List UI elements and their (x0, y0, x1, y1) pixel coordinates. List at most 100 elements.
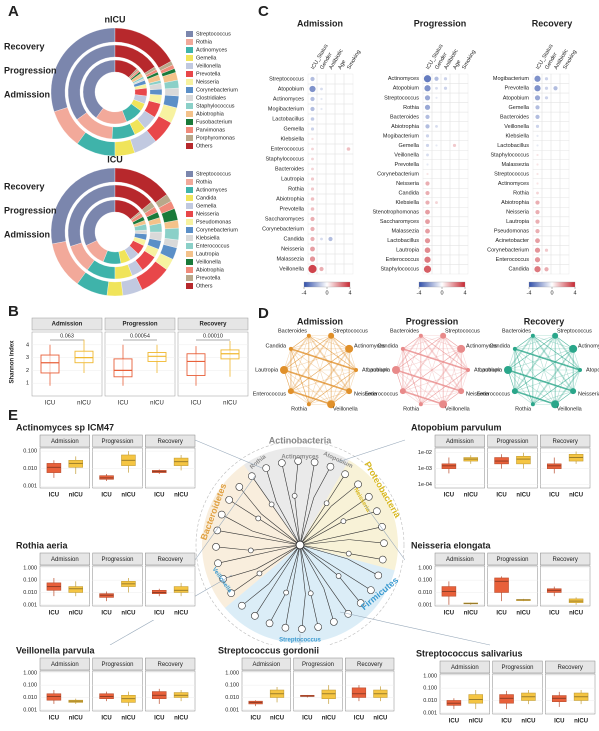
network-node (280, 366, 288, 374)
tree-branch (349, 539, 385, 544)
corr-dot (320, 198, 323, 200)
network-edge (308, 348, 350, 405)
x-tick-label: ICU (154, 493, 164, 499)
row-label: Klebsiella (505, 133, 529, 139)
donut-segment (114, 184, 152, 210)
network-edge (442, 348, 462, 405)
corr-dot (347, 218, 350, 220)
network-node (328, 332, 335, 339)
row-label: Actinomyces (273, 96, 304, 102)
network-node (346, 388, 353, 395)
corr-dot (338, 98, 341, 100)
facet-title: Progression (496, 439, 528, 445)
corr-dot (554, 173, 557, 175)
plot-frame (31, 331, 103, 397)
box (351, 687, 367, 698)
corr-dot (347, 198, 350, 200)
tree-node (335, 573, 342, 579)
network-node (440, 332, 447, 339)
corr-dot (310, 246, 315, 252)
legend-label: Actinomyces (196, 47, 227, 53)
corr-dot (563, 249, 566, 251)
tree-node (378, 555, 387, 564)
corr-dot (536, 182, 539, 185)
facet-strip (31, 317, 103, 331)
corr-dot (563, 240, 566, 242)
corr-dot (329, 98, 332, 100)
phylum-label: Actinobacteria (269, 435, 333, 445)
facet-strip (545, 660, 596, 674)
network-edge (507, 335, 556, 371)
x-tick-label: ICU (496, 493, 506, 499)
corr-dot (544, 86, 549, 90)
network-edge (532, 369, 581, 405)
facet-title: Admission (51, 662, 79, 668)
network-edge (290, 335, 332, 392)
network-edge (532, 335, 581, 371)
box (173, 586, 189, 593)
tree-branch (228, 499, 259, 519)
colorbar-label: -4 (527, 290, 532, 296)
network-edge (532, 335, 574, 350)
facet-strip (293, 657, 343, 671)
row-label: Saccharomyces (380, 219, 419, 225)
corr-dot (534, 95, 541, 101)
network-edge (514, 390, 534, 405)
network-edge (402, 335, 422, 392)
corr-dot (536, 172, 539, 176)
corr-dot (462, 125, 465, 127)
node-label: Rothia (515, 406, 532, 412)
tree-branch (239, 486, 262, 515)
tree-node (213, 526, 222, 535)
legend-swatch (186, 143, 193, 149)
ring-label: Admission (4, 229, 50, 239)
corr-dot (462, 116, 465, 118)
network-node (530, 333, 535, 338)
network-node (504, 366, 512, 374)
heatmap-title: Recovery (532, 18, 573, 28)
row-label: Veillonella (504, 124, 530, 130)
colorbar-label: -4 (302, 290, 307, 296)
y-tick-label: 1e-02 (418, 450, 432, 456)
corr-dot (462, 221, 465, 223)
tree-node (217, 510, 226, 519)
tree-branch (299, 544, 348, 560)
plot-frame (39, 670, 90, 712)
row-label: Rothia (288, 186, 305, 192)
tree-branch (217, 555, 252, 564)
corr-dot (462, 182, 465, 185)
corr-dot (347, 188, 350, 190)
x-tick-label: ICU (101, 716, 111, 722)
corr-dot (535, 200, 540, 205)
legend-swatch (186, 127, 193, 133)
box (186, 353, 206, 376)
row-label: Corynebacterium (487, 248, 529, 254)
x-tick-label: ICU (49, 611, 59, 617)
corr-dot (453, 116, 456, 118)
corr-dot (554, 154, 557, 156)
corr-dot (424, 104, 431, 110)
tree-branch (251, 476, 272, 505)
ring-label: Recovery (4, 181, 45, 191)
node-label: Actinomyces (578, 343, 599, 349)
y-tick-label: 0.010 (418, 590, 432, 596)
box (499, 694, 514, 704)
corr-dot (554, 221, 557, 223)
tree-outline (195, 440, 405, 650)
row-label: Enterococcus (271, 146, 305, 152)
tree-branch (299, 544, 329, 586)
facet-title: Progression (101, 439, 133, 445)
tree-node (367, 586, 375, 594)
corr-dot (545, 144, 548, 147)
legend-label: Gemella (196, 203, 217, 209)
tree-node (212, 543, 220, 551)
corr-dot (435, 154, 438, 156)
tree-node (278, 459, 286, 467)
legend-label: Staphylococcus (196, 103, 235, 109)
network-edge (283, 369, 332, 405)
corr-dot (338, 118, 341, 120)
row-label: Pseudomonas (494, 229, 529, 235)
legend-label: Veillonella (196, 63, 222, 69)
row-label: Streptococcus (384, 95, 419, 101)
facet-strip (39, 434, 90, 448)
